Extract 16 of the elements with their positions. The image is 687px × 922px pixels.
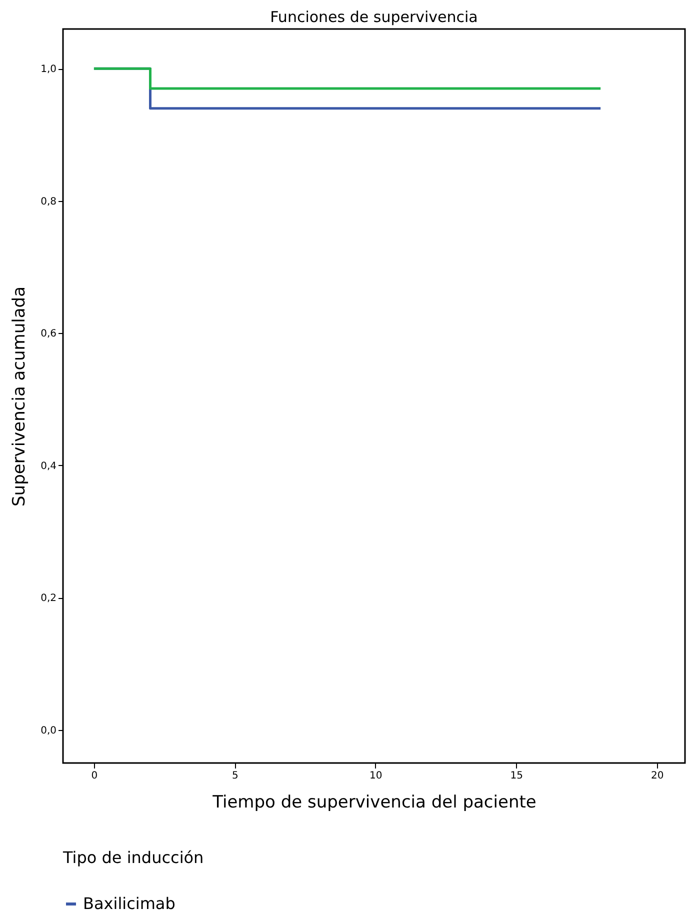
x-tick-label: 10 (370, 770, 382, 782)
y-tick-label: 0,6 (40, 328, 56, 340)
y-tick-label: 0,2 (40, 593, 56, 604)
x-tick-label: 5 (232, 770, 238, 782)
chart-title: Funciones de supervivencia (270, 8, 478, 26)
x-axis-title: Tiempo de supervivencia del paciente (212, 792, 536, 812)
legend-label: Baxilicimab (83, 894, 176, 913)
x-tick-label: 15 (510, 770, 523, 782)
y-axis-title: Supervivencia acumulada (10, 286, 30, 506)
y-tick-label: 0,4 (40, 460, 56, 472)
x-tick-label: 20 (650, 770, 664, 782)
x-tick-label: 0 (91, 770, 98, 782)
legend-title: Tipo de inducción (62, 848, 204, 867)
y-tick-label: 0,0 (40, 725, 56, 736)
y-tick-label: 1,0 (40, 64, 56, 76)
y-tick-label: 0,8 (40, 196, 56, 208)
